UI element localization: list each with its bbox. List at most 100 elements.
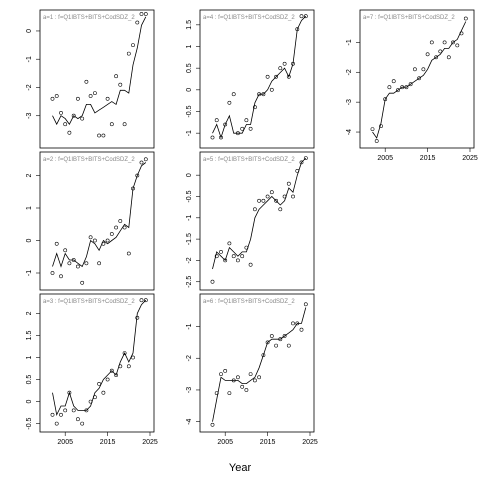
observed-point: [126, 251, 131, 256]
observed-point: [227, 100, 232, 105]
observed-point: [412, 67, 417, 72]
y-tick-label: 1: [26, 206, 33, 210]
observed-point: [219, 249, 223, 254]
observed-point: [84, 79, 89, 84]
observed-point: [291, 194, 295, 199]
panel-content: a=6 : f=Q1IBTS+BITS+CodSDZ_2: [203, 299, 308, 427]
observed-point: [210, 135, 215, 140]
observed-point: [143, 298, 148, 303]
y-tick-label: 0: [26, 29, 33, 33]
y-tick-label: -1: [186, 215, 193, 221]
y-tick-label: 0: [186, 173, 193, 177]
panel-label: a=6 : f=Q1IBTS+BITS+CodSDZ_2: [203, 299, 295, 305]
y-tick-label: 2: [26, 173, 33, 177]
y-tick-label: 0: [186, 88, 193, 92]
observed-point: [76, 96, 80, 101]
observed-point: [408, 82, 413, 87]
observed-point: [67, 130, 72, 135]
observed-point: [139, 12, 144, 16]
x-tick-label: 2025: [462, 155, 478, 162]
observed-point: [50, 412, 55, 417]
observed-point: [80, 280, 85, 285]
panel-label: a=7 : f=Q1IBTS+BITS+CodSDZ_2: [363, 15, 455, 21]
x-tick-label: 2025: [142, 439, 158, 446]
observed-point: [139, 160, 144, 165]
panel-label: a=3 : f=Q1IBTS+BITS+CodSDZ_2: [43, 299, 135, 305]
observed-point: [59, 111, 63, 115]
observed-point: [274, 198, 279, 203]
observed-point: [244, 388, 249, 392]
observed-point: [244, 118, 249, 123]
observed-point: [299, 160, 304, 165]
observed-point: [139, 298, 144, 303]
panel-5: 0 -0.5 -1 -1.5 -2 -2.5 a=5 : f=Q1IBTS+BITS+Cod…: [186, 151, 315, 291]
observed-point: [76, 264, 80, 269]
observed-point: [109, 122, 114, 127]
observed-point: [63, 122, 68, 127]
y-tick-label: -2: [346, 69, 353, 75]
y-tick-label: -4: [346, 129, 353, 135]
observed-point: [442, 40, 447, 45]
observed-point: [455, 43, 460, 48]
observed-point: [214, 391, 219, 396]
x-tick-label: 2025: [302, 439, 318, 446]
observed-point: [257, 375, 262, 380]
fitted-line: [52, 16, 147, 126]
y-tick-label: 0: [26, 400, 33, 404]
observed-point: [97, 133, 102, 138]
observed-point: [105, 238, 110, 243]
observed-point: [105, 377, 110, 382]
observed-point: [429, 40, 434, 45]
panel-content: a=4 : f=Q1IBTS+BITS+CodSDZ_2: [203, 14, 308, 140]
observed-point: [248, 126, 253, 131]
observed-point: [219, 372, 223, 377]
panel-2: 2 1 0 -1 a=2 : f=Q1IBTS+BITS+CodSDZ_2: [26, 151, 155, 291]
observed-point: [71, 408, 76, 413]
y-tick-label: -1.5: [186, 233, 193, 245]
panels-group: 0 -1 -2 -3 a=1 : f=Q1IBTS+BITS+CodSDZ_2 2 1 0 -1…: [26, 9, 478, 446]
y-tick-label: -3: [346, 99, 353, 105]
observed-point: [235, 258, 240, 263]
observed-point: [282, 194, 287, 199]
panel-frame: [39, 151, 155, 291]
x-tick-label: 2005: [217, 439, 233, 446]
observed-point: [71, 258, 76, 262]
observed-point: [131, 43, 135, 48]
observed-point: [303, 156, 308, 161]
observed-point: [370, 127, 375, 132]
observed-point: [135, 20, 140, 25]
y-tick-label: -3: [26, 113, 33, 119]
y-tick-label: -2: [186, 257, 193, 263]
y-tick-label: 1.5: [26, 330, 33, 340]
y-tick-label: -2.5: [186, 276, 193, 288]
observed-point: [400, 85, 405, 90]
observed-point: [261, 353, 266, 358]
observed-point: [122, 351, 127, 356]
observed-point: [434, 55, 439, 60]
observed-point: [54, 94, 59, 98]
observed-point: [80, 116, 85, 121]
observed-point: [274, 74, 279, 79]
observed-point: [223, 368, 228, 373]
observed-point: [101, 241, 106, 246]
observed-point: [395, 88, 400, 93]
observed-point: [109, 232, 114, 236]
observed-point: [114, 225, 119, 230]
observed-point: [223, 122, 228, 127]
panel-frame: [39, 293, 155, 433]
y-tick-label: -2: [186, 355, 193, 361]
observed-point: [282, 61, 287, 66]
panel-frame: [199, 151, 315, 291]
observed-point: [446, 55, 451, 60]
y-tick-label: -3: [186, 387, 193, 393]
observed-point: [50, 271, 55, 275]
observed-point: [210, 279, 215, 284]
observed-point: [291, 61, 295, 66]
observed-point: [235, 131, 240, 136]
y-tick-label: 0.5: [186, 63, 193, 73]
observed-point: [135, 315, 140, 320]
y-tick-label: -0.5: [26, 417, 33, 429]
observed-point: [59, 412, 63, 417]
observed-point: [303, 14, 308, 19]
